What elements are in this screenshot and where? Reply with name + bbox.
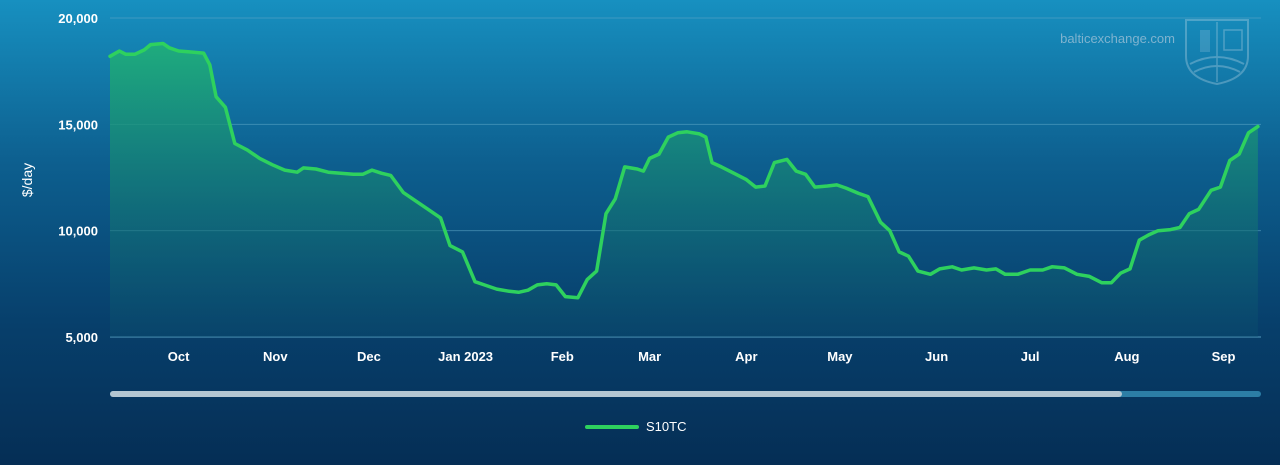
baltic-exchange-logo-icon [1185,19,1249,86]
x-tick-label: Apr [735,349,757,364]
y-tick-label: 5,000 [65,330,98,345]
x-tick-label: Nov [263,349,288,364]
x-tick-label: Dec [357,349,381,364]
y-tick-label: 10,000 [58,224,98,239]
y-tick-label: 20,000 [58,11,98,26]
x-tick-label: Mar [638,349,661,364]
watermark-text: balticexchange.com [1060,31,1175,46]
x-tick-label: Jul [1021,349,1040,364]
x-tick-label: Sep [1212,349,1236,364]
x-axis-ticks: Oct Nov Dec Jan 2023 Feb Mar Apr May Jun Jul Aug Se… [168,349,1236,364]
series-area [110,43,1258,337]
x-tick-label: Feb [551,349,574,364]
y-axis-label: $/day [19,163,35,197]
x-tick-label: May [827,349,853,364]
series-line-group [108,41,1260,300]
y-tick-label: 15,000 [58,117,98,132]
scrollbar-thumb[interactable] [110,391,1122,397]
x-tick-label: Jun [925,349,948,364]
area-fill-s10tc [110,43,1258,337]
legend-label-s10tc: S10TC [646,419,686,434]
x-tick-label: Jan 2023 [438,349,493,364]
series-line-s10tc[interactable] [108,41,1260,300]
y-axis-ticks: 5,000 10,000 15,000 20,000 [58,11,98,345]
legend[interactable]: S10TC [585,419,686,434]
x-tick-label: Oct [168,349,190,364]
x-tick-label: Aug [1114,349,1139,364]
